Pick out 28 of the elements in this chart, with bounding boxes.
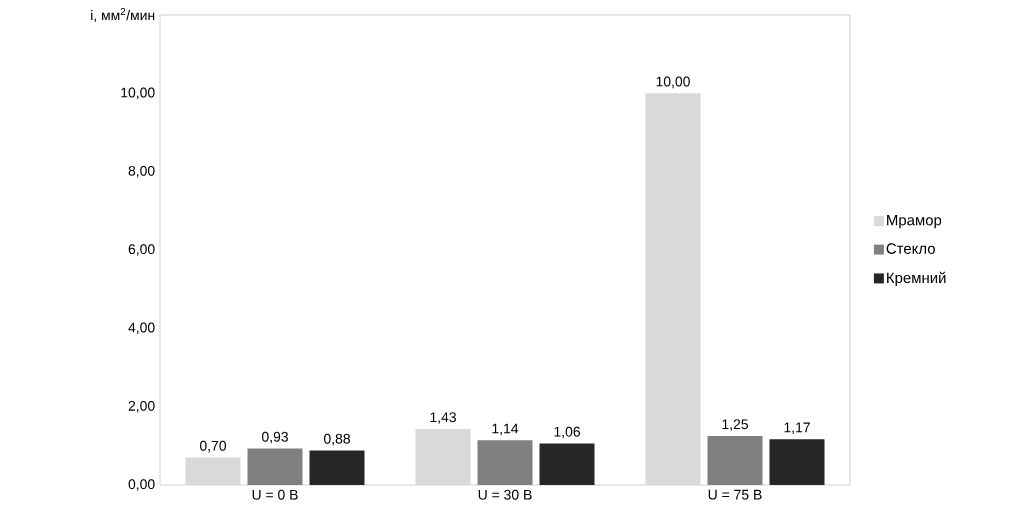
legend-label: Кремний — [887, 271, 946, 287]
y-tick-label: 0,00 — [128, 479, 155, 491]
x-tick-label: U = 30 В — [478, 489, 532, 500]
y-tick-label: 4,00 — [128, 322, 155, 335]
bar — [769, 439, 825, 485]
y-tick-label: 8,00 — [128, 165, 155, 178]
y-tick-label: 10,00 — [121, 87, 155, 100]
y-tick-label: 6,00 — [128, 244, 155, 256]
data-label: 1,17 — [784, 422, 810, 434]
bar — [645, 93, 701, 485]
y-axis-title: i, мм$^{2}$/мин — [91, 8, 155, 22]
data-label: 0,70 — [199, 440, 227, 453]
x-tick-label: U = 0 В — [252, 489, 298, 500]
data-label: 1,14 — [492, 423, 519, 436]
data-label: 1,06 — [554, 426, 580, 439]
data-label: 10,00 — [656, 76, 690, 89]
data-label: 0,93 — [261, 431, 288, 444]
bar — [415, 428, 471, 485]
data-label: 1,43 — [430, 412, 456, 424]
x-tick-label: U = 75 В — [708, 489, 762, 500]
data-label: 0,88 — [323, 433, 350, 446]
legend-label: Мрамор — [887, 214, 942, 229]
bar — [539, 443, 595, 485]
bar — [185, 457, 241, 485]
y-tick-label: 2,00 — [128, 400, 155, 413]
legend-label: Стекло — [886, 243, 935, 254]
bar — [309, 450, 365, 485]
data-label: 1,25 — [722, 419, 748, 431]
